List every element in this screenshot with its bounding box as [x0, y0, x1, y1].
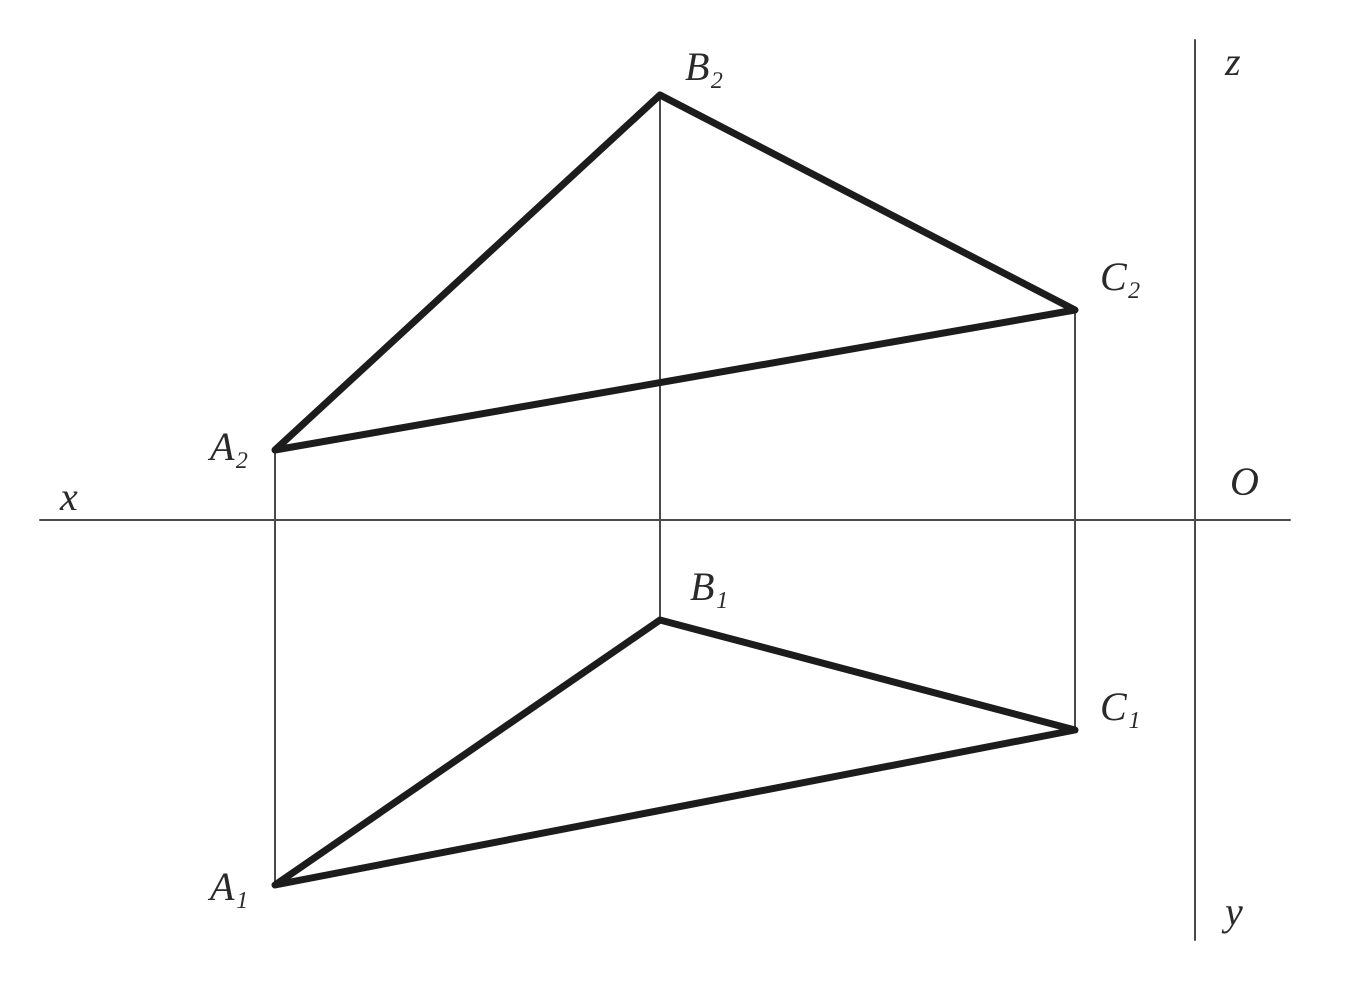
point-label-A1: A₁ [207, 864, 248, 909]
diagram-background [0, 0, 1347, 982]
point-label-B2: B₂ [685, 44, 723, 89]
point-label-C1: C₁ [1100, 684, 1141, 729]
axis-label-x: x [59, 474, 78, 519]
point-label-C2: C₂ [1100, 254, 1141, 299]
point-label-B1: B₁ [690, 564, 728, 609]
axis-label-o: O [1230, 459, 1259, 504]
axis-label-y: y [1221, 889, 1243, 934]
point-label-A2: A₂ [207, 424, 248, 469]
axis-label-z: z [1224, 39, 1241, 84]
